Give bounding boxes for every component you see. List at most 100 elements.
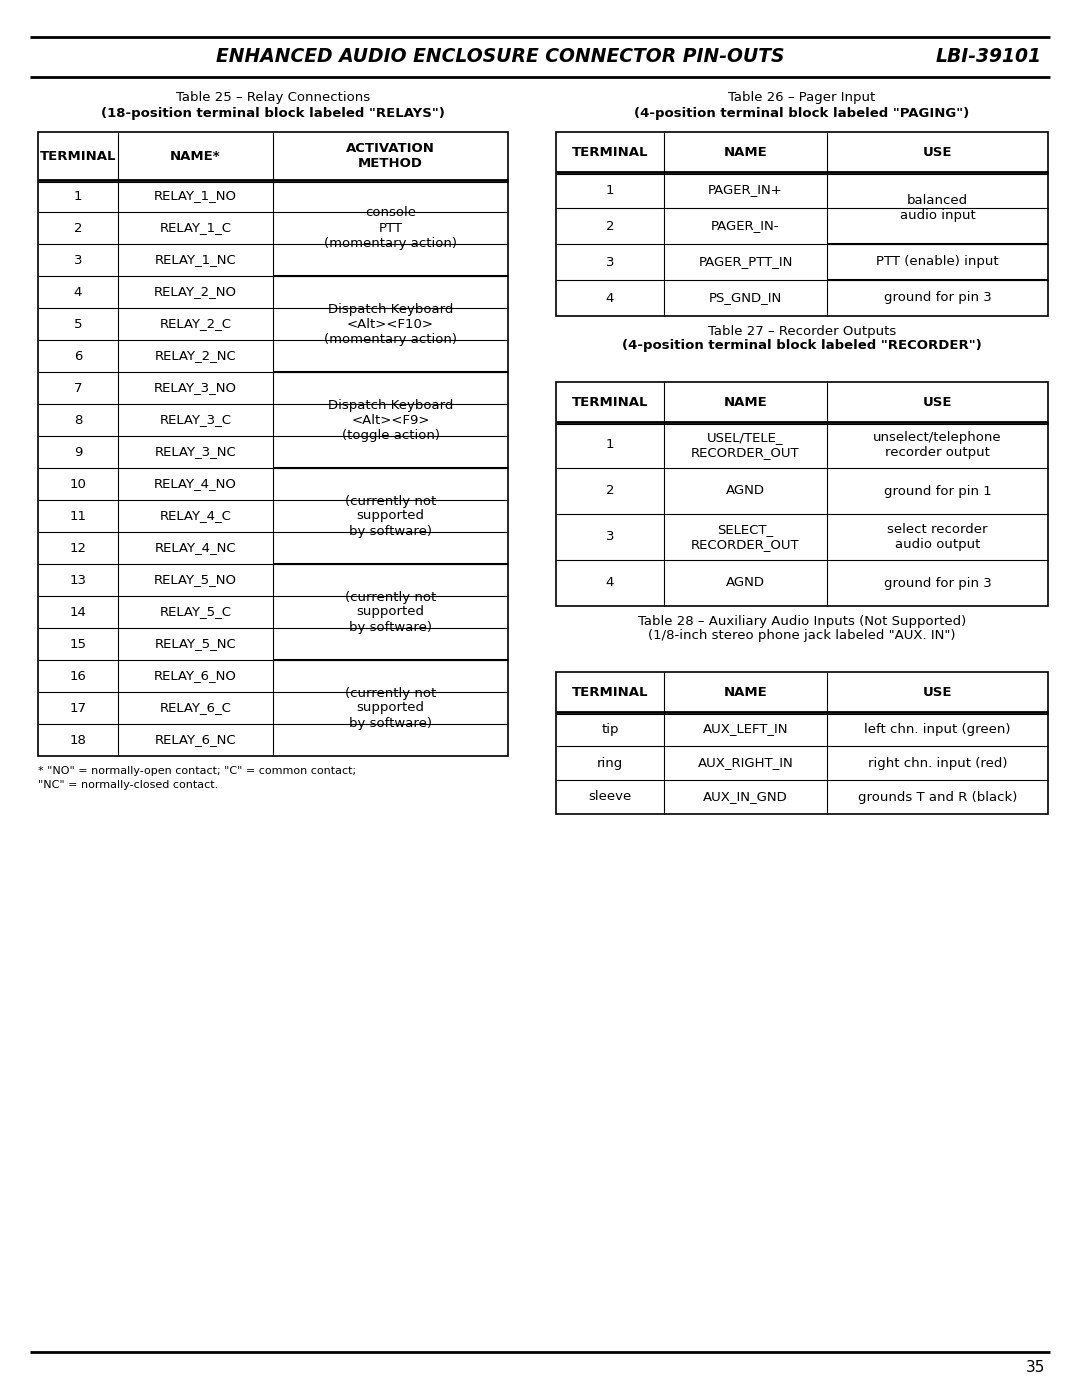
Text: RELAY_4_C: RELAY_4_C bbox=[160, 510, 231, 522]
Text: 1: 1 bbox=[73, 190, 82, 203]
Text: LBI-39101: LBI-39101 bbox=[936, 47, 1042, 67]
Text: RELAY_5_NC: RELAY_5_NC bbox=[154, 637, 237, 651]
Bar bbox=[556, 131, 1048, 316]
Text: RELAY_2_NO: RELAY_2_NO bbox=[154, 285, 237, 299]
Text: RELAY_3_NO: RELAY_3_NO bbox=[154, 381, 237, 394]
Text: (18-position terminal block labeled "RELAYS"): (18-position terminal block labeled "REL… bbox=[102, 108, 445, 120]
Text: RELAY_6_NC: RELAY_6_NC bbox=[154, 733, 237, 746]
Text: RELAY_6_NO: RELAY_6_NO bbox=[154, 669, 237, 683]
Text: 17: 17 bbox=[69, 701, 86, 714]
Text: 11: 11 bbox=[69, 510, 86, 522]
Text: 2: 2 bbox=[73, 222, 82, 235]
Text: 5: 5 bbox=[73, 317, 82, 331]
Text: "NC" = normally-closed contact.: "NC" = normally-closed contact. bbox=[38, 780, 218, 789]
Text: (4-position terminal block labeled "RECORDER"): (4-position terminal block labeled "RECO… bbox=[622, 339, 982, 352]
Text: TERMINAL: TERMINAL bbox=[571, 395, 648, 408]
Text: NAME: NAME bbox=[724, 686, 768, 698]
Text: USE: USE bbox=[922, 395, 953, 408]
Text: select recorder
audio output: select recorder audio output bbox=[888, 522, 988, 550]
Text: tip: tip bbox=[602, 722, 619, 735]
Text: PAGER_PTT_IN: PAGER_PTT_IN bbox=[699, 256, 793, 268]
Text: 4: 4 bbox=[606, 577, 615, 590]
Text: AGND: AGND bbox=[726, 485, 765, 497]
Text: AUX_RIGHT_IN: AUX_RIGHT_IN bbox=[698, 757, 794, 770]
Text: 1: 1 bbox=[606, 183, 615, 197]
Text: RELAY_5_NO: RELAY_5_NO bbox=[154, 574, 237, 587]
Text: unselect/telephone
recorder output: unselect/telephone recorder output bbox=[874, 432, 1002, 460]
Text: Table 28 – Auxiliary Audio Inputs (Not Supported): Table 28 – Auxiliary Audio Inputs (Not S… bbox=[638, 616, 967, 629]
Text: 7: 7 bbox=[73, 381, 82, 394]
Text: ENHANCED AUDIO ENCLOSURE CONNECTOR PIN-OUTS: ENHANCED AUDIO ENCLOSURE CONNECTOR PIN-O… bbox=[216, 47, 784, 67]
Text: 1: 1 bbox=[606, 439, 615, 451]
Text: TERMINAL: TERMINAL bbox=[571, 145, 648, 158]
Text: RELAY_2_NC: RELAY_2_NC bbox=[154, 349, 237, 362]
Text: grounds T and R (black): grounds T and R (black) bbox=[858, 791, 1017, 803]
Text: RELAY_1_NO: RELAY_1_NO bbox=[154, 190, 237, 203]
Text: 10: 10 bbox=[69, 478, 86, 490]
Text: RELAY_1_C: RELAY_1_C bbox=[160, 222, 231, 235]
Text: Table 27 – Recorder Outputs: Table 27 – Recorder Outputs bbox=[707, 326, 896, 338]
Text: 2: 2 bbox=[606, 485, 615, 497]
Text: ground for pin 3: ground for pin 3 bbox=[883, 292, 991, 305]
Text: 4: 4 bbox=[73, 285, 82, 299]
Bar bbox=[556, 672, 1048, 814]
Text: ground for pin 3: ground for pin 3 bbox=[883, 577, 991, 590]
Text: right chn. input (red): right chn. input (red) bbox=[867, 757, 1008, 770]
Text: Dispatch Keyboard
<Alt><F9>
(toggle action): Dispatch Keyboard <Alt><F9> (toggle acti… bbox=[328, 398, 454, 441]
Text: * "NO" = normally-open contact; "C" = common contact;: * "NO" = normally-open contact; "C" = co… bbox=[38, 766, 356, 775]
Text: sleeve: sleeve bbox=[589, 791, 632, 803]
Bar bbox=[38, 131, 508, 756]
Text: PAGER_IN-: PAGER_IN- bbox=[712, 219, 780, 232]
Text: RELAY_1_NC: RELAY_1_NC bbox=[154, 253, 237, 267]
Text: RELAY_3_C: RELAY_3_C bbox=[160, 414, 231, 426]
Text: 9: 9 bbox=[73, 446, 82, 458]
Text: RELAY_5_C: RELAY_5_C bbox=[160, 605, 231, 619]
Text: left chn. input (green): left chn. input (green) bbox=[864, 722, 1011, 735]
Text: TERMINAL: TERMINAL bbox=[571, 686, 648, 698]
Text: RELAY_6_C: RELAY_6_C bbox=[160, 701, 231, 714]
Text: (currently not
supported
by software): (currently not supported by software) bbox=[345, 495, 436, 538]
Text: USE: USE bbox=[922, 686, 953, 698]
Text: USE: USE bbox=[922, 145, 953, 158]
Text: (currently not
supported
by software): (currently not supported by software) bbox=[345, 686, 436, 729]
Text: balanced
audio input: balanced audio input bbox=[900, 194, 975, 222]
Text: 13: 13 bbox=[69, 574, 86, 587]
Text: (4-position terminal block labeled "PAGING"): (4-position terminal block labeled "PAGI… bbox=[634, 108, 970, 120]
Text: NAME: NAME bbox=[724, 395, 768, 408]
Text: AUX_IN_GND: AUX_IN_GND bbox=[703, 791, 788, 803]
Text: AGND: AGND bbox=[726, 577, 765, 590]
Text: (currently not
supported
by software): (currently not supported by software) bbox=[345, 591, 436, 633]
Text: ring: ring bbox=[597, 757, 623, 770]
Text: 35: 35 bbox=[1026, 1361, 1045, 1376]
Text: TERMINAL: TERMINAL bbox=[40, 149, 117, 162]
Text: RELAY_2_C: RELAY_2_C bbox=[160, 317, 231, 331]
Text: 14: 14 bbox=[69, 605, 86, 619]
Text: (1/8-inch stereo phone jack labeled "AUX. IN"): (1/8-inch stereo phone jack labeled "AUX… bbox=[648, 630, 956, 643]
Text: Table 25 – Relay Connections: Table 25 – Relay Connections bbox=[176, 91, 370, 103]
Text: NAME: NAME bbox=[724, 145, 768, 158]
Text: Dispatch Keyboard
<Alt><F10>
(momentary action): Dispatch Keyboard <Alt><F10> (momentary … bbox=[324, 303, 457, 345]
Text: 6: 6 bbox=[73, 349, 82, 362]
Text: PAGER_IN+: PAGER_IN+ bbox=[708, 183, 783, 197]
Text: 3: 3 bbox=[73, 253, 82, 267]
Text: 16: 16 bbox=[69, 669, 86, 683]
Text: RELAY_4_NC: RELAY_4_NC bbox=[154, 542, 237, 555]
Text: AUX_LEFT_IN: AUX_LEFT_IN bbox=[703, 722, 788, 735]
Text: 18: 18 bbox=[69, 733, 86, 746]
Text: 3: 3 bbox=[606, 256, 615, 268]
Text: USEL/TELE_
RECORDER_OUT: USEL/TELE_ RECORDER_OUT bbox=[691, 432, 800, 460]
Text: 3: 3 bbox=[606, 531, 615, 543]
Text: ground for pin 1: ground for pin 1 bbox=[883, 485, 991, 497]
Text: NAME*: NAME* bbox=[171, 149, 220, 162]
Text: ACTIVATION
METHOD: ACTIVATION METHOD bbox=[346, 142, 435, 170]
Text: 8: 8 bbox=[73, 414, 82, 426]
Text: 4: 4 bbox=[606, 292, 615, 305]
Text: RELAY_3_NC: RELAY_3_NC bbox=[154, 446, 237, 458]
Text: PTT (enable) input: PTT (enable) input bbox=[876, 256, 999, 268]
Text: 2: 2 bbox=[606, 219, 615, 232]
Bar bbox=[556, 381, 1048, 606]
Text: Table 26 – Pager Input: Table 26 – Pager Input bbox=[728, 91, 876, 103]
Text: RELAY_4_NO: RELAY_4_NO bbox=[154, 478, 237, 490]
Text: SELECT_
RECORDER_OUT: SELECT_ RECORDER_OUT bbox=[691, 522, 800, 550]
Text: PS_GND_IN: PS_GND_IN bbox=[708, 292, 782, 305]
